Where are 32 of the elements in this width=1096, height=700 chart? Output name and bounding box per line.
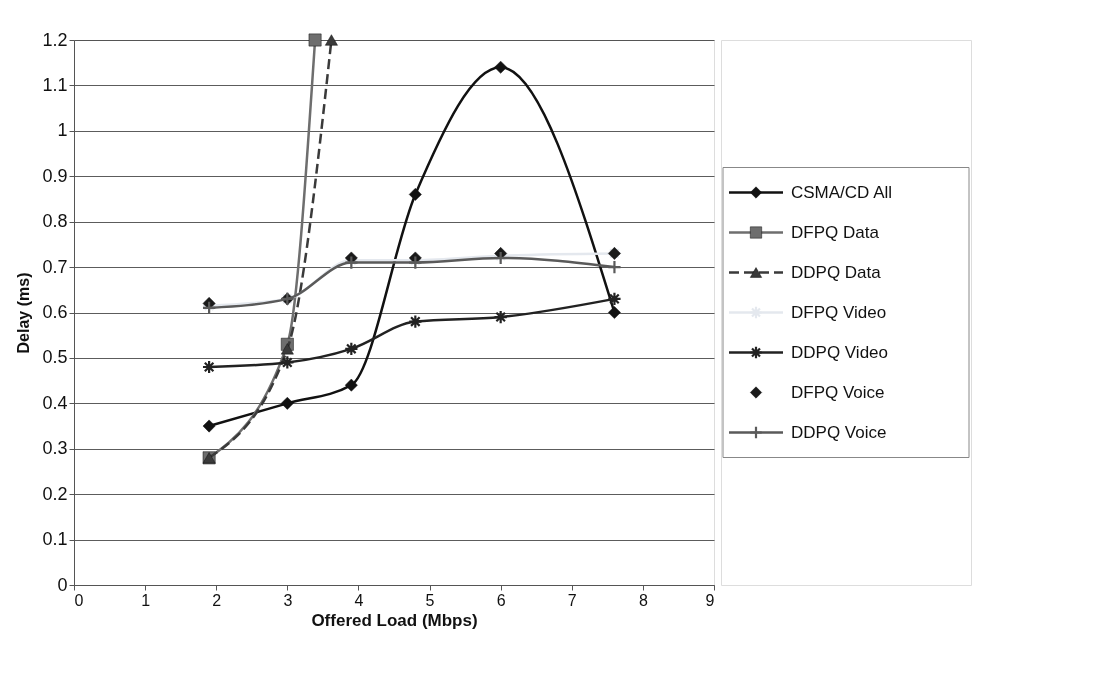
y-tick-label: 0.1 bbox=[42, 529, 68, 550]
x-tick-label: 4 bbox=[354, 591, 364, 609]
legend-label: DDPQ Video bbox=[791, 342, 889, 362]
x-tick-label: 5 bbox=[425, 591, 435, 609]
legend-label: DFPQ Data bbox=[791, 222, 880, 242]
y-axis-title: Delay (ms) bbox=[15, 272, 33, 354]
y-tick-label: 1 bbox=[57, 120, 68, 141]
legend-label: DDPQ Voice bbox=[791, 422, 887, 442]
x-tick-label: 3 bbox=[283, 591, 293, 609]
y-tick-label: 0 bbox=[57, 574, 68, 595]
x-tick-label: 0 bbox=[74, 591, 84, 609]
legend-label: DDPQ Data bbox=[791, 262, 882, 282]
legend-label: DFPQ Video bbox=[791, 302, 887, 322]
y-tick-label: 1.2 bbox=[42, 29, 68, 50]
x-tick-label: 8 bbox=[638, 591, 648, 609]
y-tick-label: 0.2 bbox=[42, 483, 68, 504]
x-tick-label: 2 bbox=[212, 591, 222, 609]
x-tick-label: 6 bbox=[496, 591, 506, 609]
legend-label: DFPQ Voice bbox=[791, 382, 885, 402]
y-tick-label: 0.3 bbox=[42, 438, 68, 459]
y-tick-label: 0.6 bbox=[42, 302, 68, 322]
x-tick-label: 7 bbox=[567, 591, 577, 609]
y-tick-label: 1.1 bbox=[42, 74, 68, 95]
y-tick-label: 0.5 bbox=[42, 347, 68, 368]
y-tick-label: 0.9 bbox=[42, 165, 68, 186]
y-tick-label: 0.8 bbox=[42, 211, 68, 232]
y-tick-label: 0.7 bbox=[42, 256, 68, 277]
x-tick-label: 9 bbox=[705, 591, 715, 609]
legend-label: CSMA/CD All bbox=[791, 182, 893, 202]
y-tick-label: 0.4 bbox=[42, 392, 68, 413]
x-tick-label: 1 bbox=[141, 591, 151, 609]
x-axis-title: Offered Load (Mbps) bbox=[311, 610, 478, 630]
